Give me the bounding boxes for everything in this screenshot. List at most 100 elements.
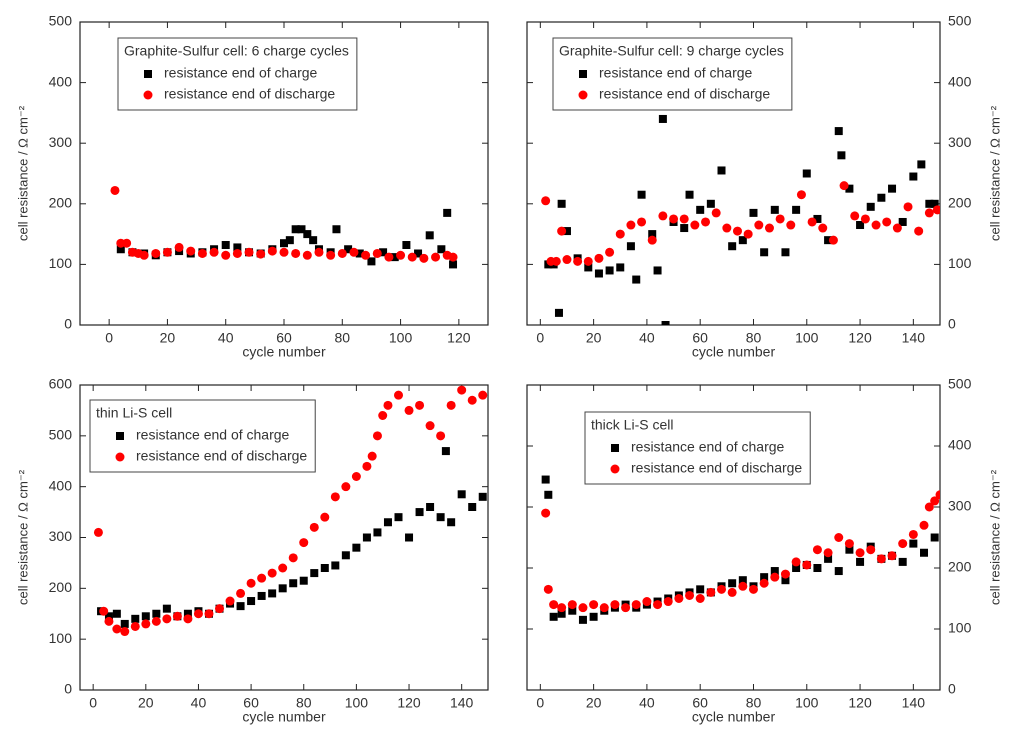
x-tick-label: 60	[692, 330, 708, 346]
point	[288, 553, 298, 563]
point	[696, 205, 705, 214]
legend-marker	[143, 90, 153, 100]
y-tick-label: 0	[64, 316, 72, 332]
point	[457, 385, 467, 395]
point	[383, 400, 393, 410]
point	[557, 226, 567, 236]
x-tick-label: 100	[795, 695, 819, 711]
point	[383, 518, 392, 527]
legend-title: thick Li-S cell	[591, 417, 673, 433]
x-tick-label: 140	[902, 330, 926, 346]
point	[754, 220, 764, 230]
point	[551, 256, 561, 266]
y-tick-label: 400	[948, 437, 972, 453]
point	[372, 248, 382, 258]
point	[792, 564, 801, 572]
point	[467, 395, 477, 405]
point	[584, 263, 593, 272]
point	[722, 223, 732, 233]
point	[760, 248, 769, 257]
point	[394, 513, 403, 522]
legend-label: resistance end of discharge	[164, 86, 335, 102]
point	[594, 269, 603, 278]
x-tick-label: 0	[105, 330, 113, 346]
legend-frame	[584, 411, 811, 485]
x-tick-label: 100	[389, 330, 413, 346]
point	[557, 199, 566, 208]
x-tick-label: 80	[296, 695, 312, 711]
point	[626, 220, 636, 230]
y-tick-label: 200	[49, 579, 73, 595]
x-tick-label: 0	[89, 695, 97, 711]
point	[871, 220, 881, 230]
point	[337, 248, 347, 258]
point	[621, 603, 631, 613]
point	[331, 561, 340, 570]
point	[562, 227, 571, 236]
legend-title: Graphite-Sulfur cell: 9 charge cycles	[559, 43, 784, 59]
legend-frame	[89, 399, 316, 473]
point	[320, 512, 330, 522]
point	[204, 609, 214, 619]
point	[845, 545, 854, 554]
legend-title: thin Li-S cell	[96, 405, 172, 421]
point	[743, 229, 753, 239]
point	[837, 151, 846, 160]
point	[209, 247, 219, 257]
point	[786, 220, 796, 230]
point	[781, 576, 790, 585]
point	[573, 256, 583, 266]
point	[361, 250, 371, 260]
point	[110, 185, 120, 195]
point	[877, 193, 886, 202]
point	[268, 589, 277, 598]
y-axis-label: cell resistance / Ω cm⁻²	[15, 105, 30, 241]
point	[728, 242, 737, 251]
point	[632, 275, 641, 284]
point	[151, 248, 161, 258]
point	[448, 252, 458, 262]
legend: thick Li-S cell resistance end of charge r…	[584, 411, 811, 485]
point	[605, 247, 615, 257]
point	[549, 600, 559, 610]
point	[446, 400, 456, 410]
point	[578, 603, 588, 613]
point	[920, 548, 929, 557]
point	[589, 600, 599, 610]
point	[856, 221, 865, 230]
x-tick-label: 60	[692, 695, 708, 711]
point	[834, 127, 843, 136]
point	[104, 616, 114, 626]
point	[663, 597, 673, 607]
point	[685, 590, 695, 600]
point	[930, 199, 939, 208]
point	[257, 573, 267, 583]
legend-label: resistance end of charge	[136, 427, 290, 443]
point	[824, 236, 833, 245]
point	[637, 190, 646, 199]
point	[394, 390, 404, 400]
point	[112, 624, 122, 634]
point	[396, 250, 406, 260]
legend-label: resistance end of charge	[599, 65, 753, 81]
x-tick-label: 20	[586, 695, 602, 711]
point	[917, 160, 926, 169]
point	[291, 225, 300, 234]
point	[887, 551, 897, 561]
point	[866, 202, 875, 211]
y-axis-label: cell resistance / Ω cm⁻²	[15, 469, 30, 605]
point	[706, 199, 715, 208]
x-tick-label: 80	[746, 695, 762, 711]
point	[139, 250, 149, 260]
point	[764, 223, 774, 233]
point	[759, 578, 769, 588]
point	[856, 557, 865, 566]
point	[909, 539, 918, 548]
point	[352, 543, 361, 552]
point	[437, 245, 446, 254]
point	[302, 250, 312, 260]
point	[932, 205, 940, 215]
point	[695, 594, 705, 603]
legend: Graphite-Sulfur cell: 6 charge cycles res…	[117, 37, 358, 111]
point	[661, 321, 670, 325]
